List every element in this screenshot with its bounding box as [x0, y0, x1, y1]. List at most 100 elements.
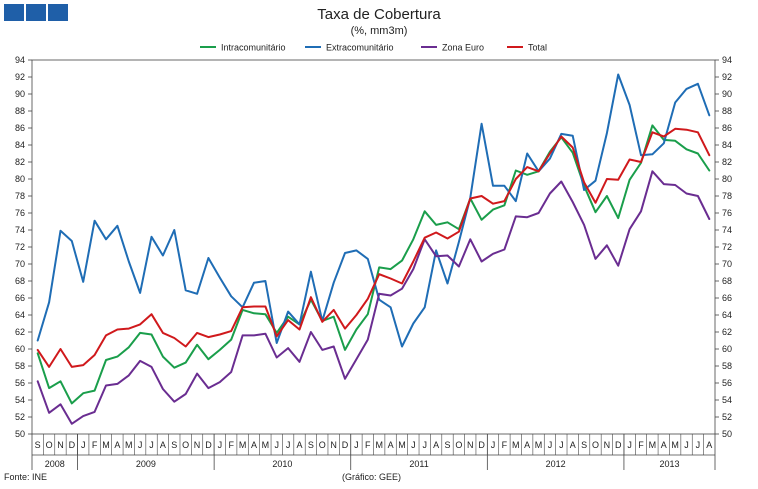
y-tick-label-left: 56: [15, 378, 25, 388]
y-tick-label-left: 70: [15, 259, 25, 269]
legend-label: Extracomunitário: [326, 43, 394, 53]
y-tick-label-right: 94: [722, 55, 732, 65]
month-label: J: [354, 440, 359, 450]
month-label: M: [535, 440, 543, 450]
month-label: D: [69, 440, 76, 450]
month-label: D: [478, 440, 485, 450]
source-note: Fonte: INE: [4, 472, 48, 482]
month-label: N: [194, 440, 201, 450]
month-label: J: [81, 440, 86, 450]
month-label: M: [239, 440, 247, 450]
y-tick-label-right: 64: [722, 310, 732, 320]
month-label: A: [388, 440, 394, 450]
y-tick-label-left: 76: [15, 208, 25, 218]
month-label: A: [661, 440, 667, 450]
y-tick-label-right: 80: [722, 174, 732, 184]
y-tick-label-right: 52: [722, 412, 732, 422]
series-line: [36, 170, 711, 425]
month-label: M: [125, 440, 133, 450]
month-label: S: [308, 440, 314, 450]
month-label: J: [138, 440, 143, 450]
y-tick-label-right: 90: [722, 89, 732, 99]
month-label: O: [319, 440, 326, 450]
month-label: S: [35, 440, 41, 450]
month-label: N: [330, 440, 337, 450]
series-line: [36, 73, 711, 348]
y-tick-label-left: 92: [15, 72, 25, 82]
month-label: J: [218, 440, 223, 450]
y-tick-label-right: 60: [722, 344, 732, 354]
month-label: J: [684, 440, 689, 450]
month-label: A: [570, 440, 576, 450]
month-label: A: [251, 440, 257, 450]
y-tick-label-left: 94: [15, 55, 25, 65]
logo: [4, 4, 68, 21]
y-tick-label-right: 66: [722, 293, 732, 303]
month-label: M: [671, 440, 679, 450]
month-label: O: [46, 440, 53, 450]
month-label: J: [422, 440, 427, 450]
month-label: A: [114, 440, 120, 450]
y-tick-label-right: 72: [722, 242, 732, 252]
month-label: M: [262, 440, 270, 450]
month-label: J: [696, 440, 701, 450]
y-tick-label-left: 82: [15, 157, 25, 167]
y-tick-label-right: 70: [722, 259, 732, 269]
month-label: D: [615, 440, 622, 450]
chart-subtitle: (%, mm3m): [350, 25, 408, 37]
y-tick-label-right: 56: [722, 378, 732, 388]
month-label: D: [342, 440, 349, 450]
month-label: F: [365, 440, 371, 450]
y-tick-label-left: 74: [15, 225, 25, 235]
y-tick-label-right: 88: [722, 106, 732, 116]
y-tick-label-left: 88: [15, 106, 25, 116]
y-tick-label-right: 54: [722, 395, 732, 405]
month-label: A: [706, 440, 712, 450]
y-tick-label-left: 86: [15, 123, 25, 133]
month-label: A: [524, 440, 530, 450]
month-label: M: [375, 440, 383, 450]
year-label: 2010: [272, 459, 292, 469]
month-label: A: [297, 440, 303, 450]
year-label: 2012: [546, 459, 566, 469]
month-label: F: [92, 440, 98, 450]
series-line: [36, 124, 711, 405]
y-tick-label-left: 52: [15, 412, 25, 422]
month-label: A: [160, 440, 166, 450]
y-tick-label-right: 76: [722, 208, 732, 218]
month-label: O: [592, 440, 599, 450]
month-label: O: [182, 440, 189, 450]
y-tick-label-right: 58: [722, 361, 732, 371]
plot-frame: [31, 59, 716, 435]
month-label: F: [228, 440, 234, 450]
month-label: S: [581, 440, 587, 450]
y-tick-label-right: 78: [722, 191, 732, 201]
chart-title: Taxa de Cobertura: [317, 6, 441, 23]
y-tick-label-left: 90: [15, 89, 25, 99]
y-tick-label-left: 58: [15, 361, 25, 371]
month-label: O: [455, 440, 462, 450]
month-label: J: [411, 440, 416, 450]
y-tick-label-right: 84: [722, 140, 732, 150]
month-label: S: [171, 440, 177, 450]
chart-credit: (Gráfico: GEE): [342, 472, 402, 482]
month-label: J: [627, 440, 632, 450]
y-tick-label-left: 78: [15, 191, 25, 201]
month-label: J: [559, 440, 564, 450]
month-label: N: [57, 440, 64, 450]
month-label: M: [102, 440, 110, 450]
month-label: J: [548, 440, 553, 450]
month-label: D: [205, 440, 212, 450]
y-tick-label-right: 74: [722, 225, 732, 235]
y-tick-label-right: 86: [722, 123, 732, 133]
month-label: J: [286, 440, 291, 450]
month-label: F: [502, 440, 508, 450]
y-tick-label-left: 84: [15, 140, 25, 150]
legend-label: Intracomunitário: [221, 43, 286, 53]
y-tick-label-left: 66: [15, 293, 25, 303]
month-label: M: [649, 440, 657, 450]
month-label: J: [491, 440, 496, 450]
y-tick-label-left: 72: [15, 242, 25, 252]
y-tick-label-right: 62: [722, 327, 732, 337]
year-label: 2013: [659, 459, 679, 469]
